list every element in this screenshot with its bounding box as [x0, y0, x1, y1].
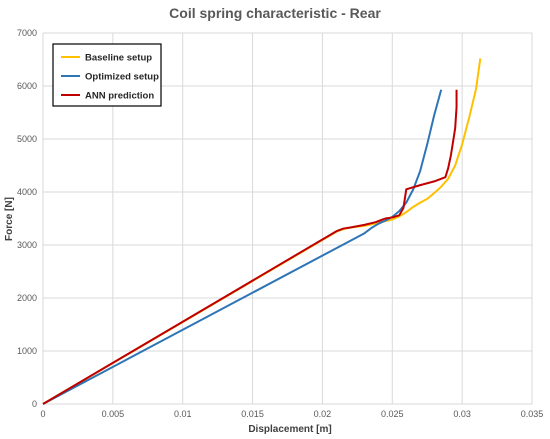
x-tick-label: 0.025 [381, 409, 404, 419]
chart-title: Coil spring characteristic - Rear [169, 5, 381, 21]
series-line-ann-prediction [42, 89, 458, 405]
x-tick-label: 0.02 [314, 409, 332, 419]
legend-label: ANN prediction [85, 91, 154, 102]
x-tick-label: 0.015 [241, 409, 264, 419]
y-tick-label: 1000 [17, 346, 37, 356]
series-lines [42, 58, 482, 405]
x-axis-label: Displacement [m] [248, 424, 331, 435]
y-tick-label: 6000 [17, 81, 37, 91]
x-tick-label: 0 [40, 409, 45, 419]
legend-label: Optimized setup [85, 72, 159, 83]
x-tick-label: 0.03 [453, 409, 471, 419]
y-tick-label: 4000 [17, 187, 37, 197]
series-line-optimized-setup [42, 89, 443, 405]
y-tick-label: 2000 [17, 293, 37, 303]
series-line-baseline-setup [42, 58, 482, 405]
y-tick-label: 7000 [17, 28, 37, 38]
y-tick-label: 3000 [17, 240, 37, 250]
x-tick-label: 0.005 [102, 409, 125, 419]
x-tick-label: 0.035 [521, 409, 544, 419]
y-tick-label: 5000 [17, 134, 37, 144]
y-axis-label: Force [N] [4, 197, 15, 241]
legend-label: Baseline setup [85, 53, 152, 64]
x-tick-label: 0.01 [174, 409, 192, 419]
legend: Baseline setup Optimized setup ANN predict… [52, 43, 162, 107]
tick-labels: 0 1000 2000 3000 4000 5000 6000 7000 0 0.005 0.01 0… [17, 28, 543, 419]
y-tick-label: 0 [32, 399, 37, 409]
